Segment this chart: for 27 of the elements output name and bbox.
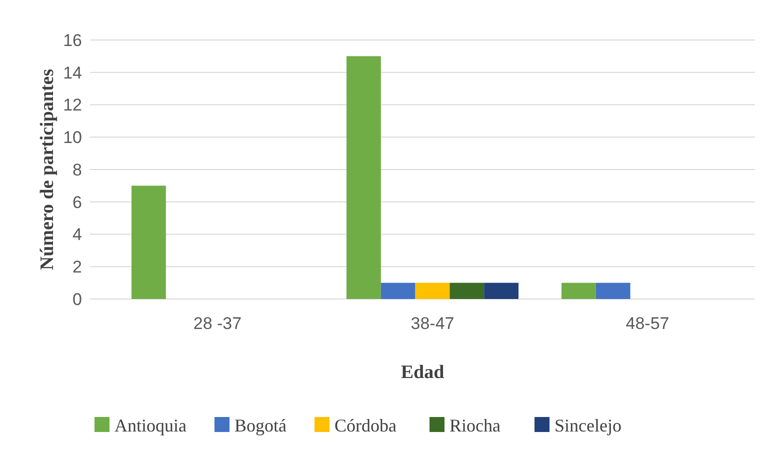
- legend-label: Bogotá: [234, 415, 287, 436]
- y-tick-label: 10: [63, 128, 82, 148]
- bar: [415, 282, 450, 299]
- legend-label: Antioquia: [114, 415, 186, 436]
- y-axis-title: Número de participantes: [37, 68, 58, 270]
- y-tick-label: 14: [63, 63, 82, 82]
- bar: [596, 282, 630, 299]
- x-tick-label: 38-47: [410, 314, 454, 333]
- bar: [346, 56, 381, 299]
- legend-label: Sincelejo: [554, 415, 622, 436]
- x-axis-title: Edad: [400, 362, 445, 383]
- legend-label: Córdoba: [334, 415, 396, 436]
- bar: [450, 282, 484, 299]
- y-tick-label: 16: [63, 30, 82, 50]
- bar: [562, 282, 596, 299]
- y-tick-label: 0: [72, 290, 82, 309]
- y-tick-label: 8: [72, 160, 82, 180]
- y-tick-label: 2: [72, 258, 82, 277]
- x-tick-label: 48-57: [626, 314, 670, 333]
- x-tick-label: 28 -37: [193, 314, 242, 333]
- y-tick-label: 4: [72, 225, 82, 244]
- y-tick-label: 12: [63, 96, 82, 115]
- y-tick-label: 6: [72, 192, 82, 212]
- bar: [484, 282, 518, 299]
- bar: [380, 282, 416, 299]
- bar: [132, 186, 166, 299]
- legend-label: Riocha: [450, 415, 500, 436]
